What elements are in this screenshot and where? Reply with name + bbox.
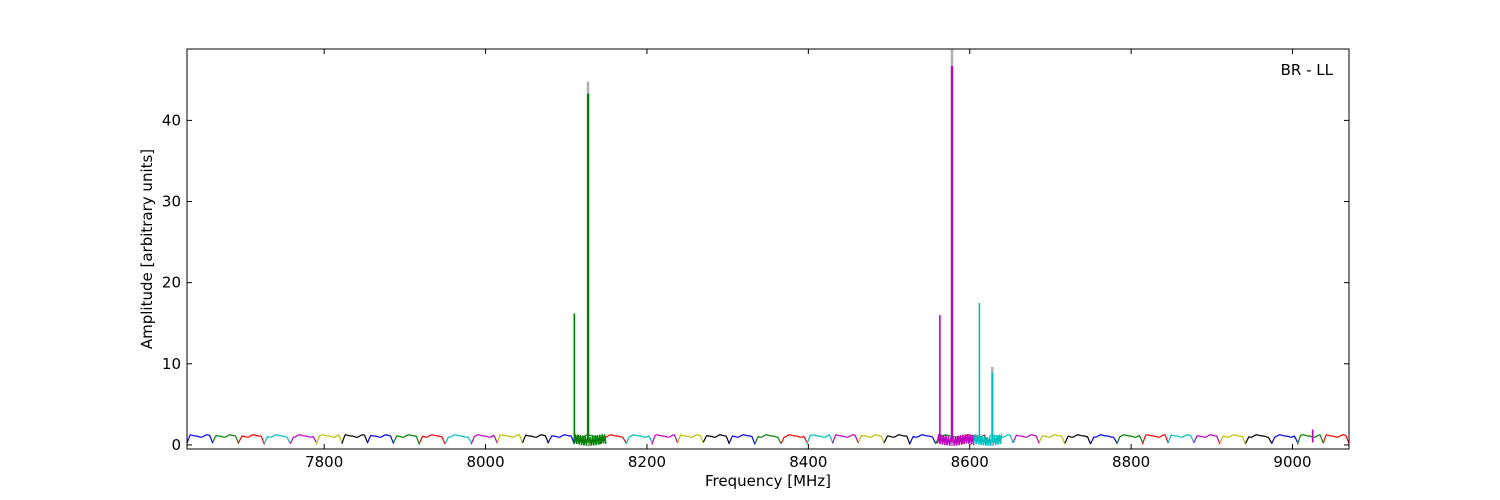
channel-series [186,434,214,444]
channel-series [1219,434,1247,445]
channel-series [238,434,266,445]
x-axis-ticks: 7800 8000 8200 8400 8600 8800 9000 [305,49,1312,471]
channel-series [702,434,730,445]
channel-series [1064,434,1092,445]
channel-series [367,434,395,444]
channel-series [341,434,369,444]
channel-series [496,434,524,445]
noisy-band [573,434,607,446]
channel-series [418,434,446,445]
y-tick-label: 30 [162,193,181,211]
channel-series [393,434,420,445]
channel-series [1193,434,1221,445]
channel-series [1322,434,1350,444]
channel-series [315,434,343,445]
channel-series [470,434,498,445]
x-tick-label: 9000 [1273,453,1311,471]
spike-layer [573,49,1314,445]
channel-series [1270,434,1298,445]
y-tick-label: 0 [171,436,181,454]
channel-series [806,434,834,445]
channel-series [1245,434,1273,444]
noisy-band [973,434,1003,446]
plot-frame [186,48,1350,450]
channel-series [780,434,808,445]
y-axis-label: Amplitude [arbitrary units] [138,149,156,349]
x-tick-label: 8600 [951,453,989,471]
x-tick-label: 7800 [305,453,343,471]
channel-series [289,434,317,444]
chart-annotation: BR - LL [1281,61,1334,79]
x-axis-label: Frequency [MHz] [705,472,831,490]
channel-series [1038,434,1066,445]
x-tick-label: 8400 [789,453,827,471]
channel-series [883,434,911,445]
channel-series [1141,434,1169,445]
y-axis-ticks: 0 10 20 30 40 [162,111,1349,454]
channel-series [1116,434,1143,445]
channel-series [1167,434,1195,444]
channel-series [832,434,859,444]
series-layer [186,434,1350,446]
noisy-band [936,434,975,446]
x-tick-label: 8200 [628,453,666,471]
y-tick-label: 40 [162,111,181,129]
channel-series [651,434,679,445]
channel-series [625,434,653,445]
channel-series [728,434,756,445]
x-tick-label: 8800 [1112,453,1150,471]
channel-series [1296,434,1324,445]
channel-series [857,434,885,444]
channel-series [444,434,472,444]
channel-series [263,434,291,444]
x-tick-label: 8000 [466,453,504,471]
channel-series [212,434,240,444]
channel-series [522,434,550,444]
channel-series [547,434,575,445]
channel-series [909,434,937,444]
channel-series [1090,434,1118,444]
channel-series [1012,434,1040,444]
channel-series [677,434,704,444]
y-tick-label: 20 [162,274,181,292]
y-tick-label: 10 [162,355,181,373]
channel-series [754,434,782,444]
